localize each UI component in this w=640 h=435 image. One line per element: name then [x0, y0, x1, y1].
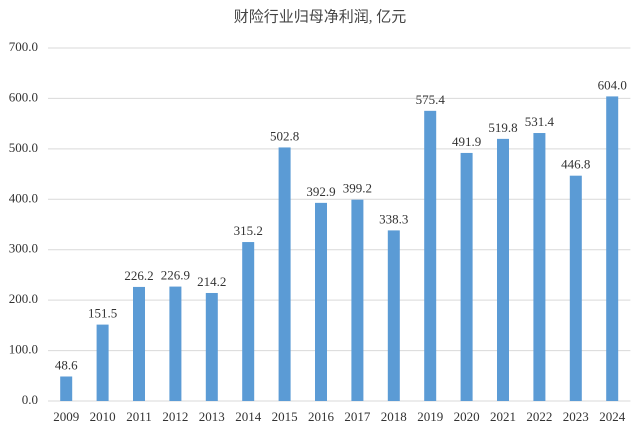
- x-tick-label: 2009: [53, 409, 79, 424]
- x-tick-label: 2014: [235, 409, 262, 424]
- y-tick-label: 400.0: [9, 190, 38, 205]
- data-label: 48.6: [55, 357, 78, 372]
- y-tick-label: 700.0: [9, 39, 38, 54]
- data-label: 502.8: [270, 128, 299, 143]
- x-tick-label: 2024: [599, 409, 626, 424]
- data-label: 226.9: [161, 268, 190, 283]
- y-tick-label: 100.0: [9, 342, 38, 357]
- x-tick-label: 2017: [344, 409, 371, 424]
- bar: [424, 110, 437, 402]
- bar: [533, 133, 546, 401]
- x-tick-label: 2019: [417, 409, 443, 424]
- bar: [278, 147, 291, 401]
- data-label: 604.0: [598, 77, 627, 92]
- x-tick-label: 2010: [90, 409, 116, 424]
- bar: [242, 242, 255, 401]
- data-label: 392.9: [306, 184, 335, 199]
- y-tick-label: 600.0: [9, 89, 38, 104]
- y-tick-label: 300.0: [9, 241, 38, 256]
- x-tick-label: 2016: [308, 409, 335, 424]
- bar: [315, 202, 327, 401]
- x-tick-label: 2021: [490, 409, 516, 424]
- data-label: 575.4: [416, 92, 446, 107]
- data-label: 399.2: [343, 181, 372, 196]
- data-label: 519.8: [488, 120, 517, 135]
- bar: [569, 175, 582, 401]
- bar: [133, 286, 145, 401]
- data-label: 151.5: [88, 306, 117, 321]
- x-tick-label: 2011: [126, 409, 152, 424]
- bar: [205, 292, 218, 401]
- data-label: 531.4: [525, 114, 555, 129]
- data-label: 338.3: [379, 211, 408, 226]
- data-label: 315.2: [234, 223, 263, 238]
- x-tick-label: 2020: [454, 409, 480, 424]
- x-tick-label: 2013: [199, 409, 225, 424]
- bar: [387, 230, 400, 401]
- data-label: 446.8: [561, 157, 590, 172]
- bar: [169, 286, 182, 401]
- y-tick-label: 200.0: [9, 291, 38, 306]
- x-tick-label: 2018: [381, 409, 407, 424]
- bar: [460, 152, 473, 401]
- y-tick-label: 500.0: [9, 140, 38, 155]
- y-tick-label: 0.0: [22, 392, 38, 407]
- data-label: 491.9: [452, 134, 481, 149]
- x-tick-label: 2023: [563, 409, 589, 424]
- bar: [606, 96, 619, 401]
- data-label: 226.2: [124, 268, 153, 283]
- x-tick-label: 2015: [272, 409, 298, 424]
- bar: [351, 199, 364, 401]
- x-tick-label: 2022: [526, 409, 552, 424]
- bar: [60, 376, 73, 401]
- x-tick-label: 2012: [162, 409, 188, 424]
- data-label: 214.2: [197, 274, 226, 289]
- chart-title: 财险行业归母净利润, 亿元: [234, 8, 407, 25]
- bar: [96, 324, 109, 401]
- bar: [497, 138, 509, 401]
